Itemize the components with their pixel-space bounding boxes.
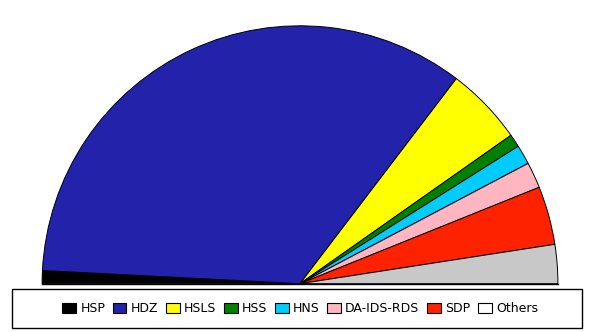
Legend: HSP, HDZ, HSLS, HSS, HNS, DA-IDS-RDS, SDP, Others: HSP, HDZ, HSLS, HSS, HNS, DA-IDS-RDS, SD… bbox=[58, 298, 542, 319]
Wedge shape bbox=[43, 26, 457, 284]
Wedge shape bbox=[300, 244, 558, 284]
Wedge shape bbox=[300, 163, 539, 284]
Wedge shape bbox=[300, 135, 518, 284]
Wedge shape bbox=[300, 146, 528, 284]
Wedge shape bbox=[42, 271, 300, 284]
FancyBboxPatch shape bbox=[12, 289, 582, 328]
Wedge shape bbox=[300, 187, 555, 284]
Wedge shape bbox=[300, 79, 511, 284]
